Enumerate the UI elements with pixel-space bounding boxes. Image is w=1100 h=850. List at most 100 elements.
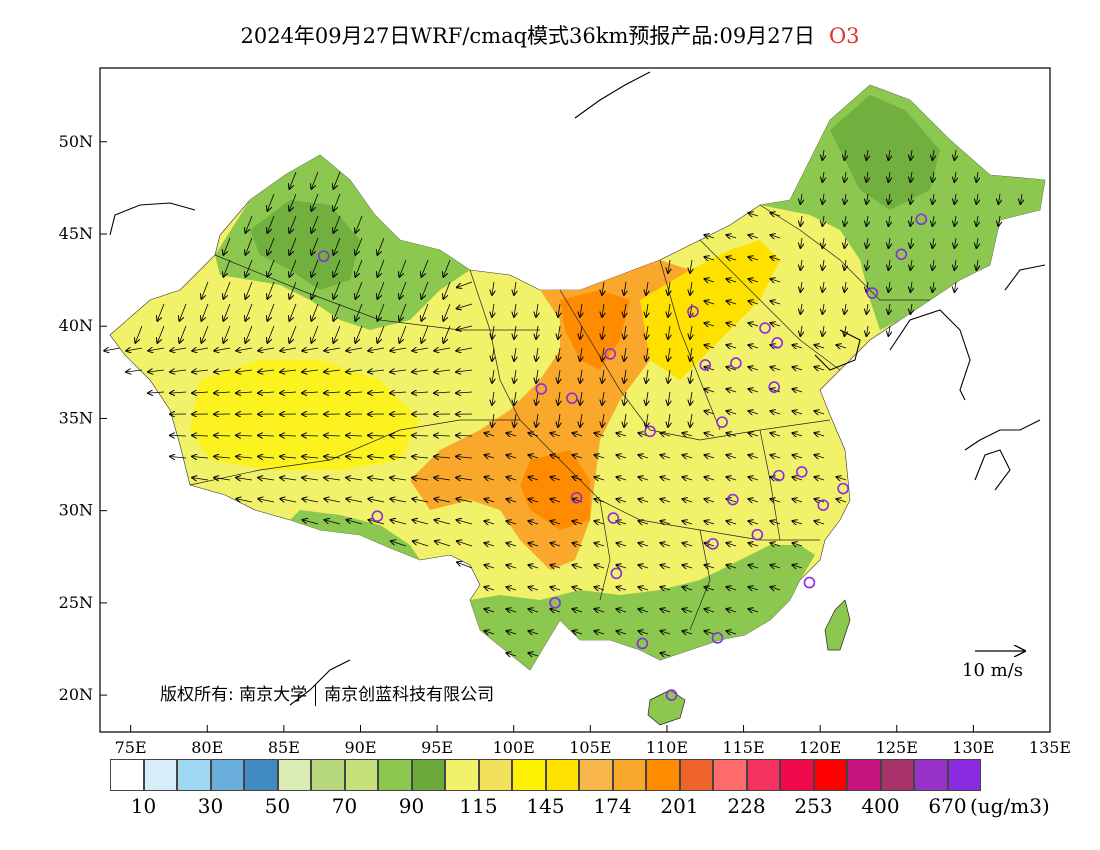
wind-vector — [170, 435, 187, 436]
wind-vector — [258, 435, 275, 436]
wind-vector — [280, 392, 297, 393]
wind-vector — [258, 370, 275, 372]
wind-vector — [421, 325, 429, 343]
wind-vector — [888, 193, 890, 204]
wind-vector — [399, 259, 407, 277]
wind-vector — [245, 237, 253, 255]
wind-vector — [346, 456, 363, 458]
zone-vhigh-sichuan — [520, 450, 590, 530]
wind-vector — [822, 259, 824, 270]
wind-vector — [580, 303, 582, 317]
city-marker — [570, 491, 583, 504]
wind-vector — [311, 237, 319, 255]
wind-vector — [558, 369, 560, 383]
wind-vector — [484, 587, 495, 590]
wind-vector — [726, 587, 737, 590]
wind-vector — [660, 433, 671, 436]
wind-vector — [748, 587, 759, 590]
legend-label: 174 — [593, 794, 632, 818]
wind-vector — [616, 565, 627, 568]
wind-vector — [792, 521, 803, 524]
wind-vector — [704, 301, 715, 304]
wind-vector — [368, 435, 385, 436]
wind-vector — [668, 303, 670, 317]
wind-vector — [536, 391, 538, 405]
wind-vector — [822, 171, 824, 182]
wind-vector — [660, 609, 671, 612]
wind-vector — [704, 433, 715, 436]
wind-vector — [602, 325, 604, 339]
wind-vector — [792, 345, 803, 348]
wind-vector — [457, 562, 473, 569]
wind-vector — [770, 499, 781, 502]
wind-vector — [800, 215, 802, 226]
wind-vector — [368, 456, 385, 458]
wind-vector — [192, 370, 209, 372]
wind-vector — [748, 389, 759, 392]
wind-vector — [910, 193, 912, 204]
city-marker — [768, 381, 780, 393]
wind-vector — [770, 323, 781, 326]
wind-vector — [976, 259, 978, 270]
legend-swatch — [378, 759, 412, 791]
copyright-notice: 版权所有: 南京大学 南京创蓝科技有限公司 — [160, 680, 494, 706]
wind-vector — [456, 370, 473, 372]
wind-vector — [624, 391, 626, 405]
wind-vector — [726, 279, 737, 282]
city-marker — [636, 637, 649, 650]
wind-vector — [456, 435, 473, 436]
wind-vector — [506, 609, 517, 612]
city-marker — [771, 337, 784, 349]
wind-vector — [289, 215, 297, 233]
wind-vector — [192, 392, 209, 393]
wind-vectors — [104, 149, 1022, 656]
city-marker — [727, 493, 739, 506]
wind-vector — [748, 499, 759, 502]
wind-vector — [506, 653, 517, 656]
wind-vector — [457, 541, 473, 547]
city-marker — [866, 287, 879, 299]
wind-vector — [602, 413, 604, 427]
lat-tick-label: 45N — [59, 224, 93, 243]
wind-vector — [280, 370, 297, 372]
wind-vector — [333, 303, 341, 321]
legend-swatch — [445, 759, 479, 791]
wind-vector — [572, 455, 583, 458]
legend-swatch — [244, 759, 278, 791]
wind-vector — [726, 367, 737, 370]
wind-vector — [770, 213, 781, 216]
wind-vector — [346, 392, 363, 393]
wind-vector — [690, 413, 692, 427]
wind-vector — [528, 543, 539, 546]
wind-vector — [550, 477, 561, 480]
wind-vector — [822, 281, 824, 292]
wind-vector — [506, 521, 517, 524]
wind-vector — [434, 456, 451, 458]
wind-vector — [844, 281, 846, 292]
wind-vector — [792, 565, 803, 568]
wind-vector — [333, 171, 341, 189]
city-marker — [730, 357, 742, 369]
wind-vector — [412, 348, 429, 351]
wind-vector — [910, 303, 912, 314]
wind-vector — [492, 325, 494, 339]
wind-vector — [646, 413, 648, 427]
wind-vector — [910, 171, 912, 182]
wind-vector — [536, 413, 538, 427]
wind-vector — [682, 565, 693, 568]
wind-vector — [390, 456, 407, 458]
wind-vector — [170, 348, 187, 351]
wind-vector — [594, 565, 605, 568]
wind-vector — [236, 499, 253, 502]
wind-vector — [770, 367, 781, 370]
wind-vector — [580, 369, 582, 383]
wind-vector — [558, 303, 560, 317]
wind-vector — [668, 391, 670, 405]
wind-vector — [258, 499, 275, 502]
wind-vector — [413, 541, 429, 547]
wind-vector — [536, 325, 538, 339]
wind-vector — [550, 521, 561, 524]
wind-vector — [390, 499, 407, 502]
wind-vector — [492, 303, 494, 317]
wind-vector — [457, 303, 473, 309]
